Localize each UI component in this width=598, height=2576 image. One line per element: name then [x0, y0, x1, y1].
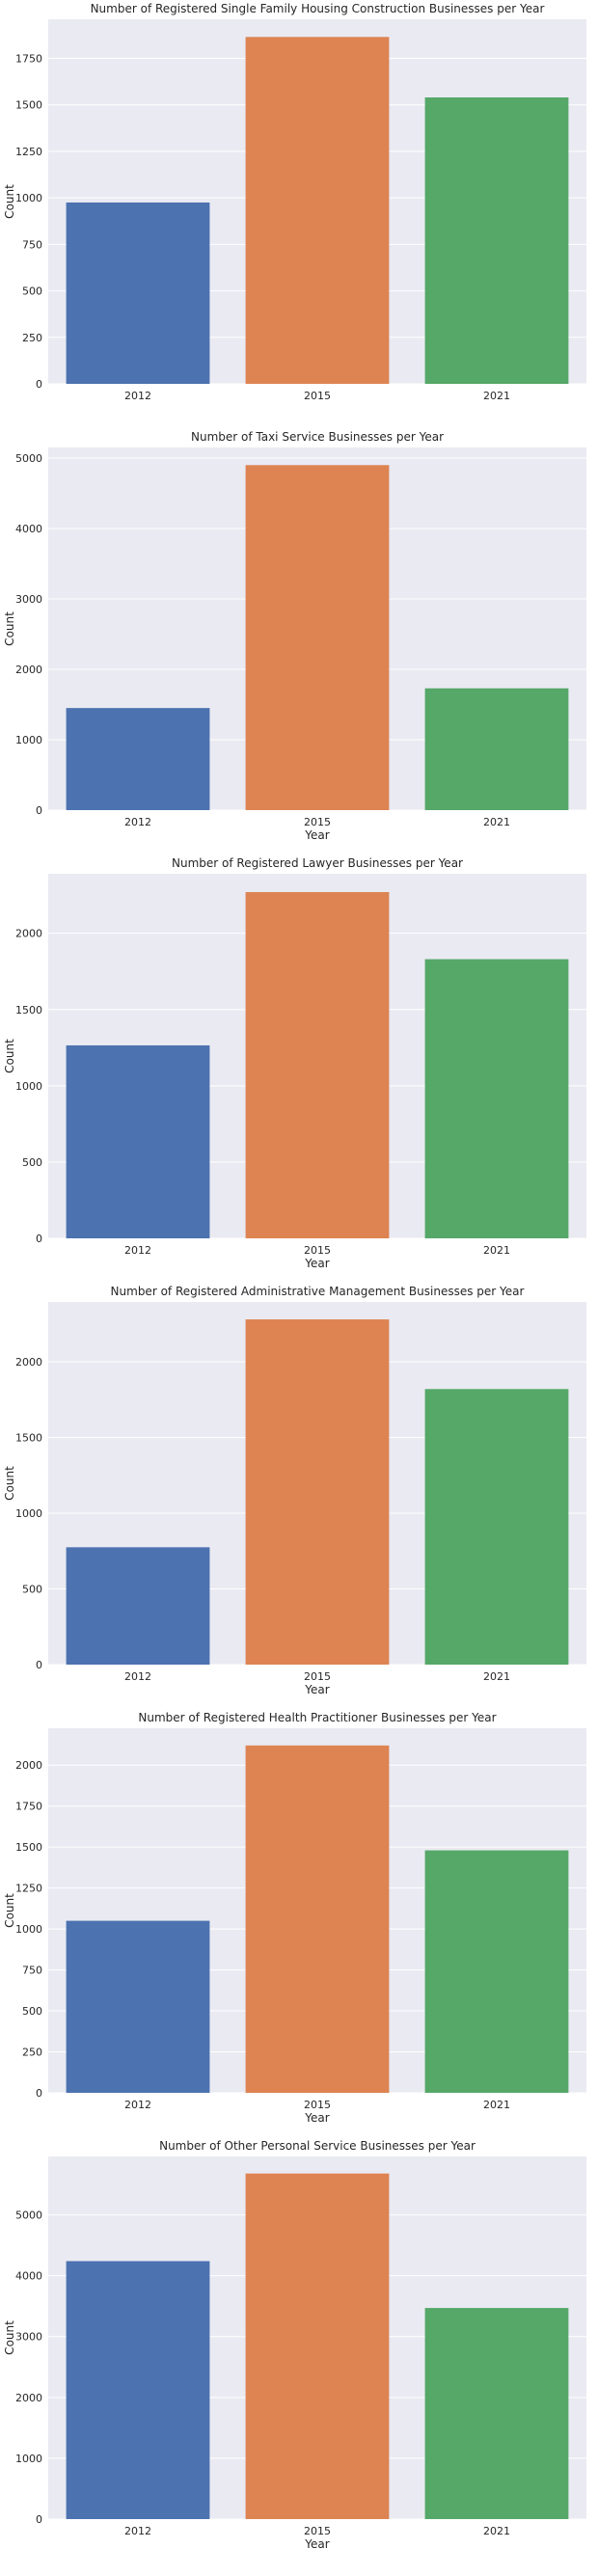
x-tick-label: 2015	[304, 2525, 331, 2537]
x-tick-label: 2012	[124, 2099, 151, 2111]
y-tick-label: 250	[22, 2047, 42, 2059]
y-tick-label: 0	[36, 804, 42, 817]
bar-chart-3: Number of Registered Lawyer Businesses p…	[3, 856, 586, 1270]
chart-title: Number of Registered Health Practitioner…	[138, 1711, 496, 1724]
y-tick-label: 750	[22, 1965, 42, 1977]
x-axis-label: Year	[304, 1257, 329, 1270]
bar-chart-2: Number of Taxi Service Businesses per Ye…	[3, 430, 586, 842]
y-axis-label: Count	[3, 1893, 16, 1928]
x-axis-label: Year	[304, 828, 329, 842]
bar-2021	[424, 1850, 569, 2093]
bar-chart-6: Number of Other Personal Service Busines…	[3, 2139, 586, 2551]
y-tick-label: 1750	[15, 53, 42, 66]
chart-title: Number of Other Personal Service Busines…	[159, 2139, 476, 2153]
bar-2012	[66, 1044, 210, 1238]
bar-2021	[424, 959, 569, 1238]
y-tick-label: 0	[36, 2513, 42, 2526]
x-tick-label: 2012	[124, 1244, 151, 1257]
bar-2012	[66, 1547, 210, 1665]
y-tick-label: 0	[36, 1233, 42, 1245]
chart-title: Number of Registered Single Family Housi…	[91, 2, 545, 15]
bar-2021	[424, 688, 569, 810]
x-tick-label: 2012	[124, 816, 151, 828]
x-tick-label: 2015	[304, 816, 331, 828]
y-tick-label: 1500	[15, 1004, 42, 1017]
y-axis-label: Count	[3, 611, 16, 646]
y-tick-label: 1500	[15, 1432, 42, 1445]
x-tick-label: 2021	[483, 2525, 510, 2537]
y-tick-label: 0	[36, 2087, 42, 2100]
x-axis-label: Year	[304, 2111, 329, 2125]
y-tick-label: 4000	[15, 2270, 42, 2283]
x-tick-label: 2015	[304, 2099, 331, 2111]
y-tick-label: 3000	[15, 593, 42, 606]
y-tick-label: 1500	[15, 99, 42, 112]
y-tick-label: 500	[22, 1584, 42, 1596]
bar-2015	[245, 37, 390, 384]
bar-2012	[66, 1920, 210, 2093]
y-tick-label: 750	[22, 238, 42, 251]
y-tick-label: 500	[22, 1156, 42, 1169]
y-tick-label: 1000	[15, 2453, 42, 2465]
bar-2021	[424, 1389, 569, 1665]
x-tick-label: 2021	[483, 1670, 510, 1683]
y-axis-label: Count	[3, 2320, 16, 2355]
bar-2015	[245, 1745, 390, 2093]
y-tick-label: 1250	[15, 146, 42, 158]
bar-chart-4: Number of Registered Administrative Mana…	[3, 1285, 586, 1696]
x-tick-label: 2021	[483, 816, 510, 828]
y-tick-label: 1000	[15, 1923, 42, 1936]
bar-2021	[424, 2308, 569, 2519]
y-tick-label: 500	[22, 285, 42, 298]
y-tick-label: 4000	[15, 523, 42, 535]
x-tick-label: 2021	[483, 390, 510, 402]
y-tick-label: 1750	[15, 1801, 42, 1813]
y-tick-label: 500	[22, 2005, 42, 2018]
chart-title: Number of Registered Administrative Mana…	[111, 1285, 525, 1298]
y-axis-label: Count	[3, 184, 16, 219]
y-tick-label: 0	[36, 378, 42, 391]
y-tick-label: 2000	[15, 928, 42, 940]
x-tick-label: 2015	[304, 1670, 331, 1683]
bar-2021	[424, 97, 569, 384]
y-tick-label: 1000	[15, 734, 42, 746]
bar-2012	[66, 2261, 210, 2519]
y-axis-label: Count	[3, 1039, 16, 1073]
bar-2012	[66, 708, 210, 810]
bar-2015	[245, 891, 390, 1238]
y-tick-label: 1500	[15, 1841, 42, 1854]
y-tick-label: 2000	[15, 664, 42, 676]
chart-title: Number of Registered Lawyer Businesses p…	[172, 856, 463, 870]
y-axis-label: Count	[3, 1466, 16, 1501]
y-tick-label: 5000	[15, 452, 42, 465]
x-tick-label: 2015	[304, 390, 331, 402]
x-tick-label: 2021	[483, 1244, 510, 1257]
y-tick-label: 2000	[15, 1356, 42, 1369]
y-tick-label: 2000	[15, 1759, 42, 1772]
y-tick-label: 1250	[15, 1883, 42, 1895]
x-tick-label: 2012	[124, 1670, 151, 1683]
chart-title: Number of Taxi Service Businesses per Ye…	[191, 430, 444, 444]
x-tick-label: 2021	[483, 2099, 510, 2111]
bar-chart-1: Number of Registered Single Family Housi…	[3, 2, 586, 402]
bar-2012	[66, 202, 210, 384]
bar-2015	[245, 465, 390, 810]
y-tick-label: 5000	[15, 2210, 42, 2222]
bar-2015	[245, 1319, 390, 1665]
x-axis-label: Year	[304, 2537, 329, 2551]
y-tick-label: 1000	[15, 1080, 42, 1093]
y-tick-label: 3000	[15, 2331, 42, 2344]
bar-chart-5: Number of Registered Health Practitioner…	[3, 1711, 586, 2125]
x-tick-label: 2015	[304, 1244, 331, 1257]
bar-2015	[245, 2173, 390, 2519]
x-tick-label: 2012	[124, 2525, 151, 2537]
y-tick-label: 1000	[15, 1507, 42, 1520]
y-tick-label: 250	[22, 332, 42, 344]
y-tick-label: 1000	[15, 192, 42, 204]
y-tick-label: 2000	[15, 2392, 42, 2404]
x-tick-label: 2012	[124, 390, 151, 402]
x-axis-label: Year	[304, 1683, 329, 1696]
y-tick-label: 0	[36, 1659, 42, 1671]
